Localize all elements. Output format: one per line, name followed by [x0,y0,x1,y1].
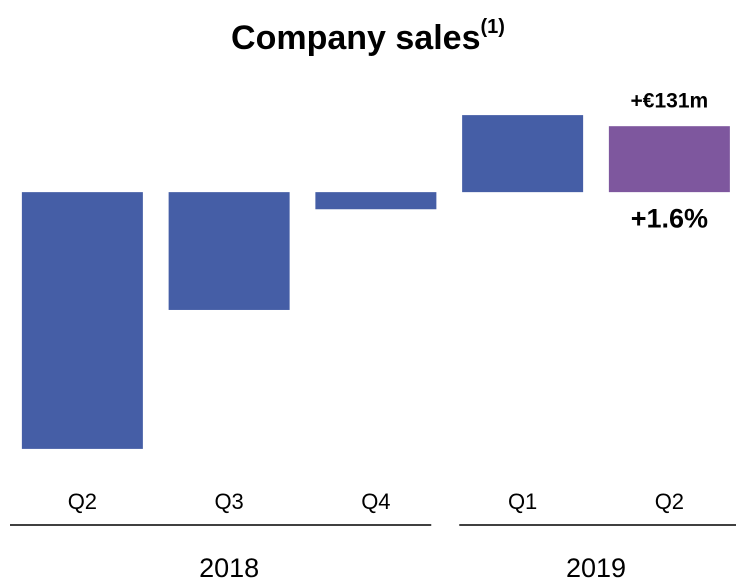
title-note: (1) [481,16,505,38]
x-tick-label: Q2 [68,489,97,514]
chart-title: Company sales(1) [231,16,505,57]
x-tick-label: Q1 [508,489,537,514]
bar [462,115,584,193]
x-tick-label: Q2 [655,489,684,514]
bar [315,192,437,210]
bar [608,126,730,193]
value-label: +€131m [631,90,709,113]
bar [168,192,290,310]
group-label: 2018 [199,553,259,583]
x-tick-label: Q3 [214,489,243,514]
bar [21,192,143,449]
title-text: Company sales [231,19,480,57]
x-tick-label: Q4 [361,489,390,514]
group-label: 2019 [566,553,626,583]
annotation: +1.6% [631,203,708,233]
